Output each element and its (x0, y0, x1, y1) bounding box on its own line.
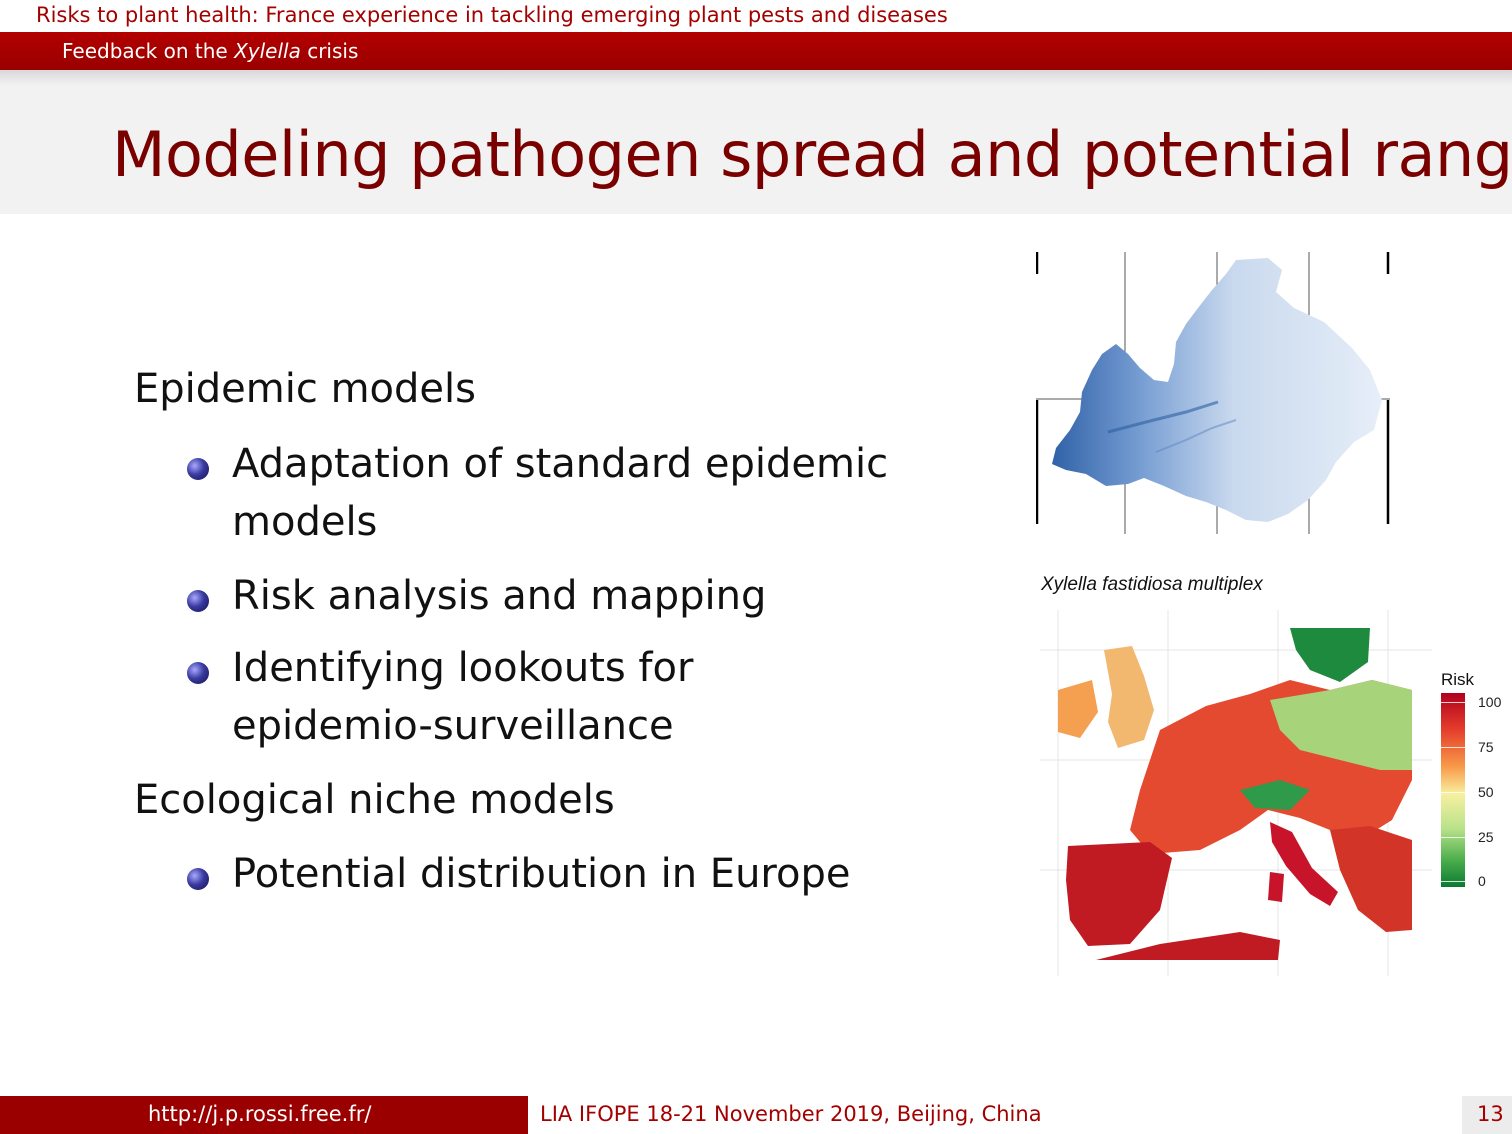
section-suffix: crisis (300, 39, 359, 63)
bullet-icon (187, 662, 209, 684)
header-top-bar: Risks to plant health: France experience… (0, 0, 1512, 32)
risk-color-bar (1441, 693, 1465, 887)
footer-url[interactable]: http://j.p.rossi.free.fr/ (148, 1102, 372, 1126)
legend-tick (1441, 747, 1465, 748)
legend-title: Risk (1441, 670, 1475, 689)
footer-page-box: 13 (1462, 1096, 1512, 1134)
legend-label-75: 75 (1478, 739, 1494, 755)
europe-risk-map (1040, 610, 1432, 976)
header-section-bar: Feedback on the Xylella crisis (0, 32, 1512, 70)
legend-tick (1441, 792, 1465, 793)
item-adaptation-line1: Adaptation of standard epidemic (232, 441, 889, 487)
item-epidemic-models: Epidemic models (134, 366, 476, 412)
slide-title: Modeling pathogen spread and potential r… (112, 118, 1512, 191)
bullet-icon (187, 458, 209, 480)
header-shadow (0, 70, 1512, 86)
footer-url-bar: http://j.p.rossi.free.fr/ (0, 1096, 528, 1134)
item-adaptation-line2: models (232, 499, 378, 545)
item-lookouts-line2: epidemio-surveillance (232, 703, 674, 749)
figure-caption: Xylella fastidiosa multiplex (1041, 574, 1263, 595)
footer-event-bar: LIA IFOPE 18-21 November 2019, Beijing, … (528, 1096, 1462, 1134)
item-lookouts-line1: Identifying lookouts for (232, 645, 694, 691)
legend-label-0: 0 (1478, 873, 1486, 889)
section-italic: Xylella (234, 39, 301, 63)
presentation-title[interactable]: Risks to plant health: France experience… (36, 3, 948, 27)
legend-label-100: 100 (1478, 694, 1502, 710)
legend-tick (1441, 881, 1465, 882)
section-title[interactable]: Feedback on the Xylella crisis (62, 39, 358, 63)
bullet-icon (187, 868, 209, 890)
bullet-icon (187, 590, 209, 612)
page-number: 13 (1477, 1102, 1504, 1126)
legend-label-50: 50 (1478, 784, 1494, 800)
item-potential-distribution: Potential distribution in Europe (232, 851, 851, 897)
section-prefix: Feedback on the (62, 39, 235, 63)
item-niche-models: Ecological niche models (134, 777, 615, 823)
legend-label-25: 25 (1478, 829, 1494, 845)
title-bar (0, 86, 1512, 214)
footer-event: LIA IFOPE 18-21 November 2019, Beijing, … (540, 1102, 1042, 1126)
regional-spread-map (1036, 252, 1390, 534)
legend-tick (1441, 702, 1465, 703)
item-risk-analysis: Risk analysis and mapping (232, 573, 767, 619)
legend-tick (1441, 837, 1465, 838)
